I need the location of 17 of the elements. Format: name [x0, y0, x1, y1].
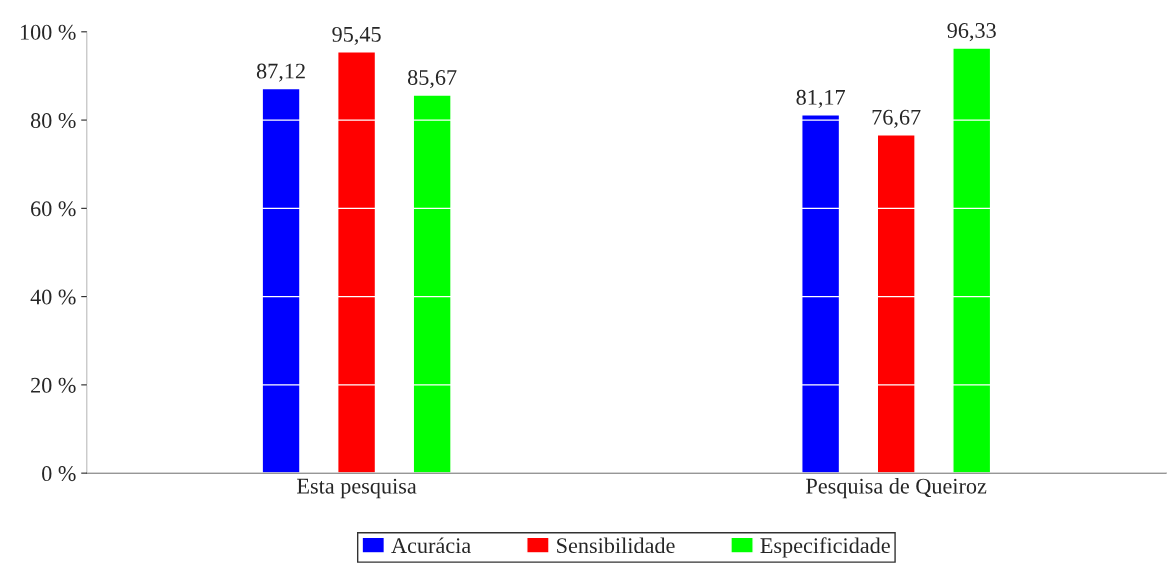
- data-label: 76,67: [872, 109, 921, 128]
- data-label: 87,12: [256, 63, 305, 82]
- y-tick-label: 100 %: [20, 24, 76, 40]
- legend-label: Sensibilidade: [557, 537, 675, 554]
- x-tick-label: Pesquisa de Queiroz: [806, 478, 987, 499]
- data-label: 95,45: [332, 26, 381, 46]
- y-tick-label: 0 %: [42, 466, 76, 482]
- legend-label: Especificidade: [760, 537, 890, 558]
- y-tick-label: 20 %: [31, 377, 76, 393]
- y-tick-label: 80 %: [30, 113, 76, 129]
- data-label: 81,17: [796, 89, 845, 109]
- y-tick-label: 40 %: [30, 289, 76, 305]
- legend-label: Acurácia: [391, 537, 471, 554]
- data-label: 96,33: [947, 23, 996, 42]
- data-label: 85,67: [407, 69, 457, 89]
- y-tick-label: 60 %: [31, 201, 76, 217]
- x-tick-label: Esta pesquisa: [297, 478, 417, 499]
